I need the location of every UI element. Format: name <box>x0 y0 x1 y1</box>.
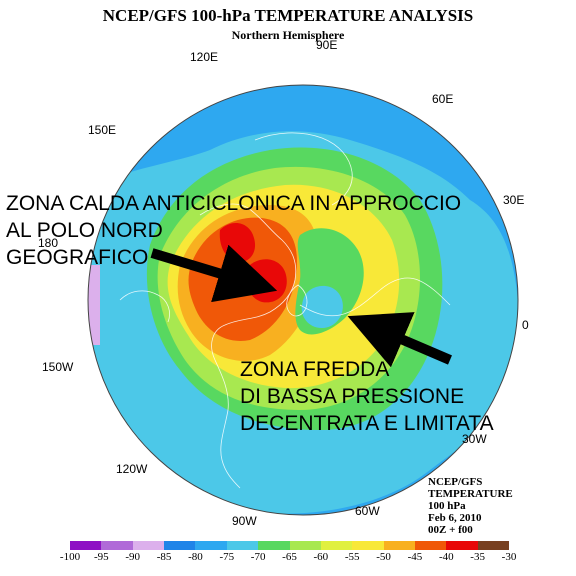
lon-label-30e: 30E <box>503 193 525 207</box>
lon-label-120w: 120W <box>116 462 148 476</box>
colorbar-swatch <box>383 541 416 550</box>
cold-zone-arrow <box>347 312 452 368</box>
field-violet <box>88 265 100 345</box>
info-line-variable: TEMPERATURE <box>428 488 513 500</box>
cold-zone-annotation: ZONA FREDDA DI BASSA PRESSIONE DECENTRAT… <box>240 356 494 437</box>
colorbar-swatch <box>320 541 353 550</box>
colorbar-label: -90 <box>125 551 141 563</box>
lon-label-90w: 90W <box>232 514 257 528</box>
lon-label-180: 180 <box>38 236 59 250</box>
colorbar-label: -50 <box>376 551 391 563</box>
cold-zone-line-1: ZONA FREDDA <box>240 358 390 381</box>
colorbar-label: -55 <box>344 551 360 563</box>
warm-zone-line-3: GEOGRAFICO <box>6 246 149 269</box>
colorbar-swatch <box>446 541 479 550</box>
lon-label-30w: 30W <box>462 432 487 446</box>
colorbar-swatch <box>352 541 385 550</box>
warm-zone-annotation: ZONA CALDA ANTICICLONICA IN APPROCCIO AL… <box>6 190 461 271</box>
page-title: NCEP/GFS 100-hPa TEMPERATURE ANALYSIS <box>102 6 474 25</box>
colorbar-label: -80 <box>188 551 203 563</box>
colorbar-swatch <box>132 541 165 550</box>
info-line-level: 100 hPa <box>428 500 466 512</box>
colorbar-swatch <box>70 541 102 550</box>
info-box: NCEP/GFS TEMPERATURE 100 hPa Feb 6, 2010… <box>428 476 513 536</box>
colorbar-swatch <box>101 541 134 550</box>
colorbar-label: -30 <box>501 551 517 563</box>
warm-zone-line-1: ZONA CALDA ANTICICLONICA IN APPROCCIO <box>6 192 462 215</box>
lon-label-90e: 90E <box>316 38 338 52</box>
page-subtitle: Northern Hemisphere <box>231 28 345 42</box>
cold-zone-line-3: DECENTRATA E LIMITATA <box>240 412 494 435</box>
colorbar-label: -65 <box>282 551 297 563</box>
colorbar-swatch <box>477 541 510 550</box>
hemisphere-border <box>87 84 519 516</box>
lon-label-60e: 60E <box>432 92 454 106</box>
colorbar-swatch <box>414 541 447 550</box>
cold-zone-line-2: DI BASSA PRESSIONE <box>240 385 465 408</box>
info-line-date: Feb 6, 2010 <box>428 512 482 524</box>
colorbar-label: -85 <box>156 551 172 563</box>
lon-label-0: 0 <box>522 318 529 332</box>
colorbar-label: -75 <box>219 551 235 563</box>
colorbar-swatch <box>226 541 259 550</box>
colorbar-swatch <box>195 541 228 550</box>
info-line-source: NCEP/GFS <box>428 476 483 488</box>
warm-zone-arrow <box>150 244 278 303</box>
annotation-arrows <box>150 244 452 368</box>
lon-label-150e: 150E <box>88 123 117 137</box>
colorbar-label: -100 <box>59 551 81 563</box>
colorbar-label: -95 <box>94 551 109 563</box>
field-cold-core <box>301 285 343 328</box>
lon-label-150w: 150W <box>42 360 74 374</box>
colorbar-label: -40 <box>438 551 454 563</box>
temperature-field <box>88 85 518 515</box>
coastlines <box>119 132 451 489</box>
lon-label-120e: 120E <box>190 50 219 64</box>
lon-label-60w: 60W <box>355 504 380 518</box>
colorbar-swatch <box>164 541 196 550</box>
info-line-time: 00Z + f00 <box>428 524 473 536</box>
colorbar-label: -35 <box>470 551 485 563</box>
colorbar-label: -60 <box>313 551 329 563</box>
colorbar-label: -70 <box>250 551 266 563</box>
colorbar-swatch <box>258 541 290 550</box>
warm-zone-line-2: AL POLO NORD <box>6 219 163 242</box>
colorbar-label: -45 <box>407 551 423 563</box>
colorbar-swatch <box>289 541 322 550</box>
